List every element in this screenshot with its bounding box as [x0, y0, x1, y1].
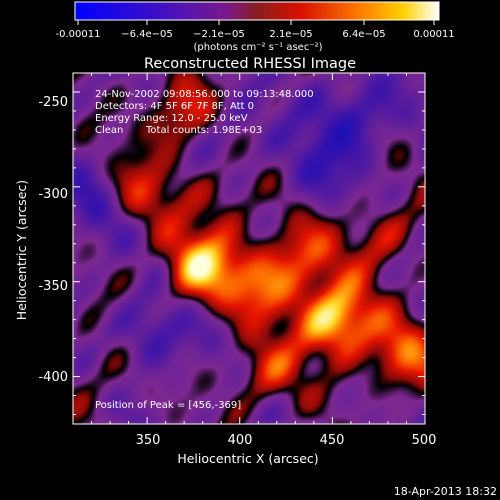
detectors-label: Detectors: 4F 5F 6F 7F 8F, Att 0: [95, 101, 254, 112]
colorbar-tick-label: −6.4e−05: [121, 29, 173, 40]
plot-frame: [72, 72, 426, 425]
plot-area: [72, 72, 426, 425]
method-label: Clean: [95, 125, 123, 136]
energy-range-label: Energy Range: 12.0 - 25.0 keV: [95, 113, 248, 124]
colorbar-tick-label: −2.1e−05: [193, 29, 245, 40]
colorbar-unit-label: (photons cm⁻² s⁻¹ asec⁻²): [193, 42, 322, 53]
y-tick-label: -300: [38, 187, 68, 202]
colorbar-strip: [74, 1, 440, 21]
colorbar: -0.00011 −6.4e−05 −2.1e−05 2.1e−05 6.4e−…: [56, 1, 455, 53]
x-tick-label: 400: [228, 433, 253, 448]
chart-title: Reconstructed RHESSI Image: [144, 56, 356, 72]
y-tick-label: -400: [38, 370, 68, 385]
heatmap-image: [73, 73, 425, 424]
colorbar-tick-label: 2.1e−05: [269, 29, 312, 40]
y-tick-label: -350: [38, 279, 68, 294]
colorbar-tick-label: 0.00011: [413, 29, 454, 40]
colorbar-ticks: [77, 20, 435, 25]
peak-position-label: Position of Peak = [456,-369]: [95, 400, 241, 411]
x-tick-label: 350: [136, 433, 161, 448]
heatmap-image-holder: [73, 73, 425, 424]
axis-ticks: [72, 72, 426, 424]
time-range-label: 24-Nov-2002 09:08:56.000 to 09:13:48.000: [95, 89, 314, 100]
colorbar-tick-label: -0.00011: [56, 29, 101, 40]
x-tick-label: 500: [412, 433, 437, 448]
y-tick-label: -250: [38, 95, 68, 110]
total-counts-label: Total counts: 1.98E+03: [145, 125, 262, 136]
x-axis-label: Heliocentric X (arcsec): [177, 451, 318, 466]
colorbar-tick-label: 6.4e−05: [342, 29, 385, 40]
x-tick-label: 450: [320, 433, 345, 448]
generation-date-label: 18-Apr-2013 18:32: [394, 485, 497, 498]
y-axis-label: Heliocentric Y (arcsec): [14, 180, 29, 320]
